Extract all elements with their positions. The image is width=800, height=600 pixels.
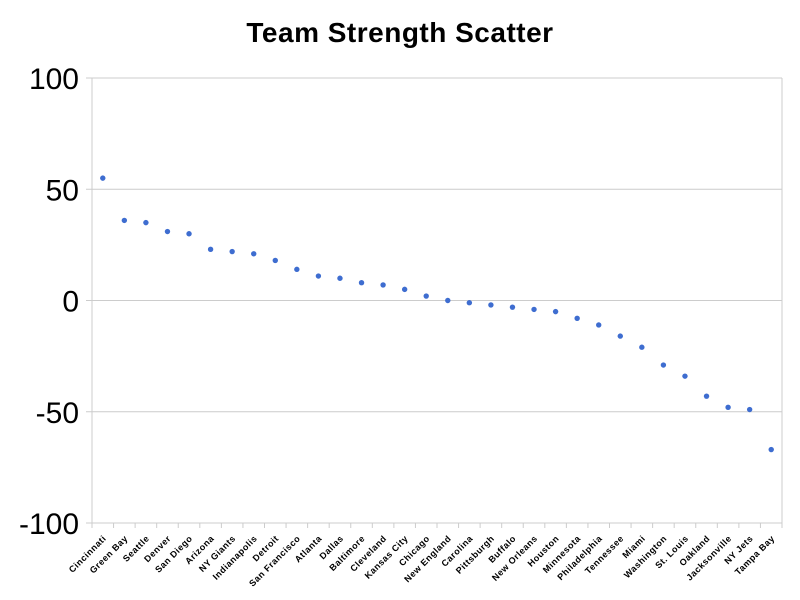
axis-lines <box>91 78 783 528</box>
data-point[interactable] <box>401 286 408 293</box>
data-point[interactable] <box>660 362 667 368</box>
data-point[interactable] <box>423 293 429 299</box>
data-point[interactable] <box>445 297 451 304</box>
data-point[interactable] <box>531 306 537 313</box>
data-points <box>100 175 774 453</box>
data-point[interactable] <box>639 344 645 350</box>
data-point[interactable] <box>229 248 235 255</box>
data-point[interactable] <box>121 217 128 224</box>
data-point[interactable] <box>552 308 559 315</box>
data-point[interactable] <box>143 219 149 226</box>
data-point[interactable] <box>596 322 602 328</box>
data-point[interactable] <box>337 275 343 281</box>
data-point[interactable] <box>100 175 106 181</box>
y-axis-label: -100 <box>19 508 79 541</box>
data-point[interactable] <box>488 302 494 308</box>
data-point[interactable] <box>294 266 300 273</box>
data-point[interactable] <box>574 315 580 321</box>
data-point[interactable] <box>617 333 623 339</box>
data-point[interactable] <box>315 273 322 279</box>
data-point[interactable] <box>703 393 710 399</box>
y-axis-tick-labels: 100 50 0 -50 -100 <box>19 63 79 541</box>
data-point[interactable] <box>358 280 365 286</box>
data-point[interactable] <box>272 257 278 264</box>
y-axis-label: 50 <box>46 174 79 207</box>
data-point[interactable] <box>725 404 731 410</box>
data-point[interactable] <box>746 406 753 413</box>
y-axis-label: 100 <box>29 63 79 96</box>
data-point[interactable] <box>682 373 688 379</box>
data-point[interactable] <box>466 300 473 306</box>
chart-title: Team Strength Scatter <box>246 17 554 48</box>
y-axis-label: -50 <box>36 397 79 430</box>
data-point[interactable] <box>768 446 774 453</box>
data-point[interactable] <box>164 228 171 235</box>
data-point[interactable] <box>380 282 386 288</box>
data-point[interactable] <box>251 251 257 257</box>
data-point[interactable] <box>207 246 214 253</box>
y-axis-label: 0 <box>62 286 79 319</box>
data-point[interactable] <box>509 304 516 310</box>
gridlines <box>86 77 783 528</box>
data-point[interactable] <box>186 231 192 237</box>
